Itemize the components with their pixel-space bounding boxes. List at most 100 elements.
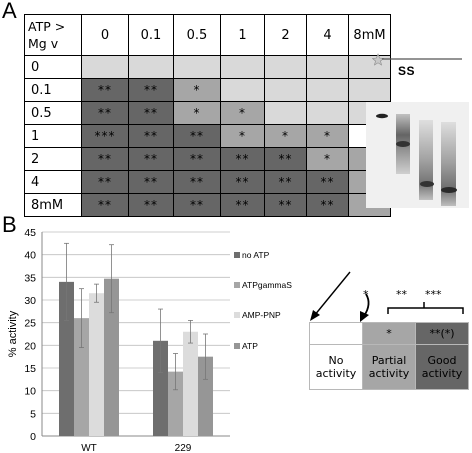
arrow-icon bbox=[310, 271, 351, 321]
activity-cell: ** bbox=[173, 193, 221, 217]
activity-cell: * bbox=[264, 124, 307, 148]
activity-cell: ** bbox=[173, 124, 221, 148]
mg-row-header: 2 bbox=[24, 147, 82, 171]
activity-cell: ** bbox=[264, 147, 307, 171]
activity-cell bbox=[81, 55, 129, 79]
activity-cell: ** bbox=[220, 147, 265, 171]
activity-cell: ** bbox=[81, 193, 129, 217]
legend-header-cell bbox=[309, 322, 363, 345]
legend-swatch bbox=[234, 312, 240, 318]
activity-cell bbox=[348, 78, 391, 102]
bar bbox=[153, 340, 168, 436]
y-tick-label: 15 bbox=[24, 363, 36, 375]
activity-cell: ** bbox=[306, 170, 349, 194]
y-tick-label: 30 bbox=[24, 295, 36, 307]
atp-column-header: 4 bbox=[306, 14, 349, 56]
legend-header-cell: **(*) bbox=[415, 322, 469, 345]
activity-cell: ** bbox=[128, 170, 174, 194]
activity-cell: * bbox=[220, 101, 265, 125]
symbol-two-star: ** bbox=[396, 288, 408, 301]
legend-label: ATPgammaS bbox=[242, 280, 292, 290]
activity-cell: ** bbox=[264, 193, 307, 217]
activity-cell bbox=[220, 55, 265, 79]
activity-cell bbox=[220, 78, 265, 102]
gel-lane bbox=[419, 120, 433, 200]
legend-swatch bbox=[234, 282, 240, 288]
legend-partial-activity: Partial activity bbox=[362, 344, 416, 390]
y-axis-label: % activity bbox=[7, 310, 19, 357]
gel-band bbox=[396, 141, 410, 147]
activity-cell: ** bbox=[128, 124, 174, 148]
bar bbox=[59, 281, 74, 436]
y-tick-label: 45 bbox=[24, 227, 36, 239]
y-tick-label: 40 bbox=[24, 250, 36, 262]
activity-cell: ** bbox=[128, 147, 174, 171]
activity-cell bbox=[306, 101, 349, 125]
gel-band bbox=[420, 181, 434, 187]
activity-cell bbox=[306, 78, 349, 102]
y-tick-label: 10 bbox=[24, 386, 36, 398]
activity-cell: * bbox=[220, 124, 265, 148]
activity-cell: ** bbox=[173, 147, 221, 171]
grid-row: 0.1 ** ** * bbox=[24, 78, 391, 102]
bar bbox=[104, 278, 119, 436]
mg-row-header: 0 bbox=[24, 55, 82, 79]
activity-cell: ** bbox=[81, 101, 129, 125]
atp-mg-activity-grid: ATP > Mg v 0 0.1 0.5 1 2 4 8mM 0 0.1 ** ** * 0.5 ** ** * *… bbox=[24, 14, 391, 217]
activity-cell: ** bbox=[81, 170, 129, 194]
star-icon bbox=[372, 53, 385, 66]
grid-row: 1 *** ** ** * * * bbox=[24, 124, 391, 148]
legend-header-cell: * bbox=[362, 322, 416, 345]
mg-row-header: 4 bbox=[24, 170, 82, 194]
activity-cell: ** bbox=[128, 193, 174, 217]
atp-column-header: 2 bbox=[264, 14, 307, 56]
bar bbox=[89, 293, 104, 436]
x-category-label: WT bbox=[81, 443, 97, 453]
y-tick-label: 25 bbox=[24, 318, 36, 330]
activity-legend-table: * **(*) No activity Partial activity Goo… bbox=[309, 322, 469, 390]
activity-cell: * bbox=[173, 101, 221, 125]
grid-row: 0.5 ** ** * * bbox=[24, 101, 391, 125]
ss-label: SS bbox=[398, 64, 416, 78]
panel-a-label: A bbox=[2, 0, 17, 23]
legend-label-line: Good bbox=[427, 354, 457, 367]
gel-lane bbox=[441, 122, 456, 206]
legend-label: AMP-PNP bbox=[242, 310, 281, 320]
activity-cell: * bbox=[173, 78, 221, 102]
atp-column-header: 0.5 bbox=[173, 14, 221, 56]
activity-cell bbox=[264, 101, 307, 125]
legend-good-activity: Good activity bbox=[415, 344, 469, 390]
mg-row-header: 0.5 bbox=[24, 101, 82, 125]
bar bbox=[74, 318, 89, 436]
legend-swatch bbox=[234, 343, 240, 349]
mg-row-header: 1 bbox=[24, 124, 82, 148]
activity-cell bbox=[348, 55, 391, 79]
activity-cell: ** bbox=[220, 193, 265, 217]
atp-column-header: 1 bbox=[220, 14, 265, 56]
arrow-icon bbox=[360, 293, 370, 322]
atp-column-header: 0.1 bbox=[128, 14, 174, 56]
legend-label-line: activity bbox=[315, 367, 357, 380]
corner-atp-label: ATP > bbox=[28, 19, 66, 34]
legend-arrows: * ** *** bbox=[310, 271, 464, 322]
gel-band bbox=[441, 187, 457, 193]
activity-cell: ** bbox=[173, 170, 221, 194]
activity-cell: * bbox=[306, 124, 349, 148]
activity-cell: ** bbox=[128, 101, 174, 125]
activity-cell: ** bbox=[81, 78, 129, 102]
mg-row-header: 8mM bbox=[24, 193, 82, 217]
activity-cell: *** bbox=[81, 124, 129, 148]
atp-column-header: 0 bbox=[81, 14, 129, 56]
activity-cell: ** bbox=[81, 147, 129, 171]
legend-label-line: activity bbox=[421, 367, 463, 380]
legend-label-line: activity bbox=[368, 367, 410, 380]
symbol-three-star: *** bbox=[425, 288, 442, 301]
gel-band bbox=[376, 113, 388, 119]
activity-cell: ** bbox=[306, 193, 349, 217]
ss-substrate-schematic bbox=[372, 53, 462, 66]
grid-corner-label: ATP > Mg v bbox=[24, 14, 82, 56]
activity-cell bbox=[128, 55, 174, 79]
grid-row: 2************ bbox=[24, 147, 391, 171]
panel-b-label: B bbox=[2, 212, 17, 237]
atp-column-header: 8mM bbox=[348, 14, 391, 56]
